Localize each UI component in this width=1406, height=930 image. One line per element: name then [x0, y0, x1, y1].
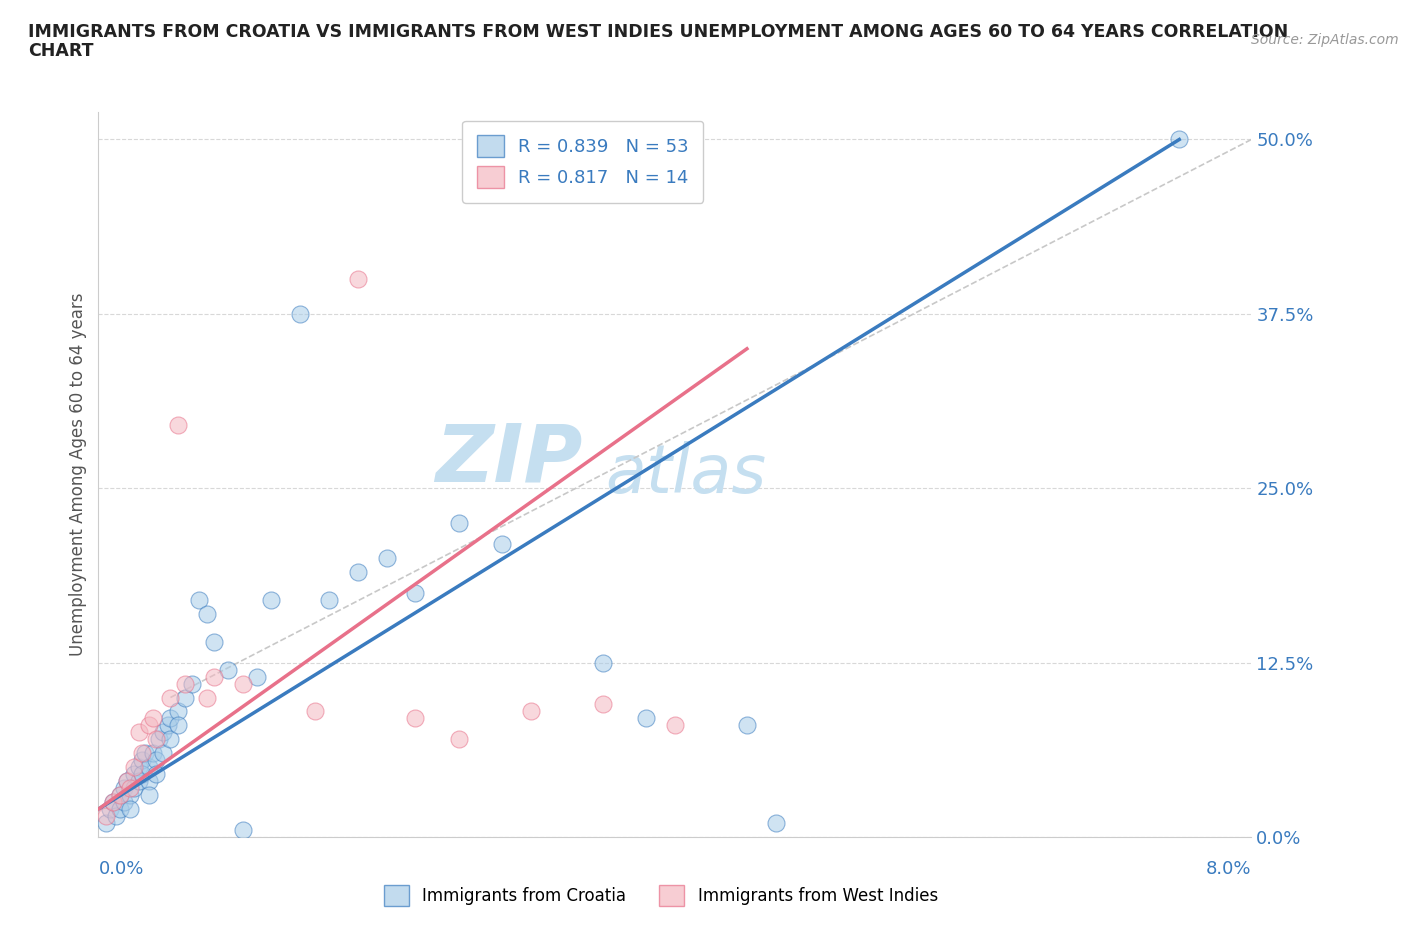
Point	[120, 781, 142, 796]
Point	[166, 418, 188, 433]
Point	[318, 592, 340, 607]
Point	[519, 704, 541, 719]
Point	[195, 690, 218, 705]
Point	[124, 760, 146, 775]
Point	[202, 634, 225, 649]
Text: CHART: CHART	[28, 42, 94, 60]
Text: Source: ZipAtlas.com: Source: ZipAtlas.com	[1251, 33, 1399, 46]
Point	[131, 746, 153, 761]
Point	[112, 794, 135, 809]
Point	[375, 551, 398, 565]
Point	[664, 718, 686, 733]
Point	[131, 753, 153, 768]
Text: ZIP: ZIP	[436, 420, 582, 498]
Point	[202, 670, 225, 684]
Point	[174, 676, 197, 691]
Point	[246, 670, 269, 684]
Point	[128, 760, 150, 775]
Point	[735, 718, 758, 733]
Point	[181, 676, 204, 691]
Point	[159, 711, 181, 725]
Point	[304, 704, 326, 719]
Point	[447, 732, 470, 747]
Text: IMMIGRANTS FROM CROATIA VS IMMIGRANTS FROM WEST INDIES UNEMPLOYMENT AMONG AGES 6: IMMIGRANTS FROM CROATIA VS IMMIGRANTS FR…	[28, 23, 1288, 41]
Point	[138, 718, 160, 733]
Point	[159, 732, 181, 747]
Point	[148, 732, 170, 747]
Point	[166, 704, 188, 719]
Point	[112, 781, 135, 796]
Point	[159, 690, 181, 705]
Point	[142, 711, 165, 725]
Point	[1168, 132, 1191, 147]
Point	[174, 690, 197, 705]
Point	[346, 565, 368, 579]
Legend: Immigrants from Croatia, Immigrants from West Indies: Immigrants from Croatia, Immigrants from…	[377, 879, 945, 912]
Point	[152, 746, 174, 761]
Point	[117, 774, 138, 789]
Point	[260, 592, 283, 607]
Y-axis label: Unemployment Among Ages 60 to 64 years: Unemployment Among Ages 60 to 64 years	[69, 293, 87, 656]
Point	[152, 725, 174, 740]
Point	[134, 746, 156, 761]
Point	[131, 766, 153, 781]
Point	[636, 711, 658, 725]
Point	[156, 718, 179, 733]
Point	[128, 774, 150, 789]
Point	[108, 802, 131, 817]
Point	[188, 592, 211, 607]
Text: 0.0%: 0.0%	[98, 860, 143, 878]
Point	[117, 774, 138, 789]
Point	[592, 655, 614, 670]
Point	[94, 809, 117, 824]
Point	[94, 816, 117, 830]
Point	[128, 725, 150, 740]
Point	[491, 537, 513, 551]
Point	[166, 718, 188, 733]
Point	[145, 753, 167, 768]
Point	[346, 272, 368, 286]
Point	[405, 586, 427, 601]
Point	[217, 662, 239, 677]
Point	[195, 606, 218, 621]
Point	[592, 698, 614, 712]
Text: atlas: atlas	[606, 442, 766, 507]
Point	[124, 781, 146, 796]
Point	[765, 816, 787, 830]
Point	[142, 746, 165, 761]
Point	[231, 676, 254, 691]
Point	[120, 788, 142, 803]
Point	[231, 823, 254, 837]
Point	[108, 788, 131, 803]
Point	[104, 809, 127, 824]
Point	[138, 788, 160, 803]
Point	[447, 515, 470, 530]
Legend: R = 0.839   N = 53, R = 0.817   N = 14: R = 0.839 N = 53, R = 0.817 N = 14	[463, 121, 703, 203]
Point	[290, 307, 312, 322]
Point	[101, 794, 124, 809]
Point	[145, 766, 167, 781]
Point	[138, 760, 160, 775]
Point	[120, 802, 142, 817]
Text: 8.0%: 8.0%	[1206, 860, 1251, 878]
Point	[108, 788, 131, 803]
Point	[101, 794, 124, 809]
Point	[98, 802, 121, 817]
Point	[138, 774, 160, 789]
Point	[405, 711, 427, 725]
Point	[124, 766, 146, 781]
Point	[145, 732, 167, 747]
